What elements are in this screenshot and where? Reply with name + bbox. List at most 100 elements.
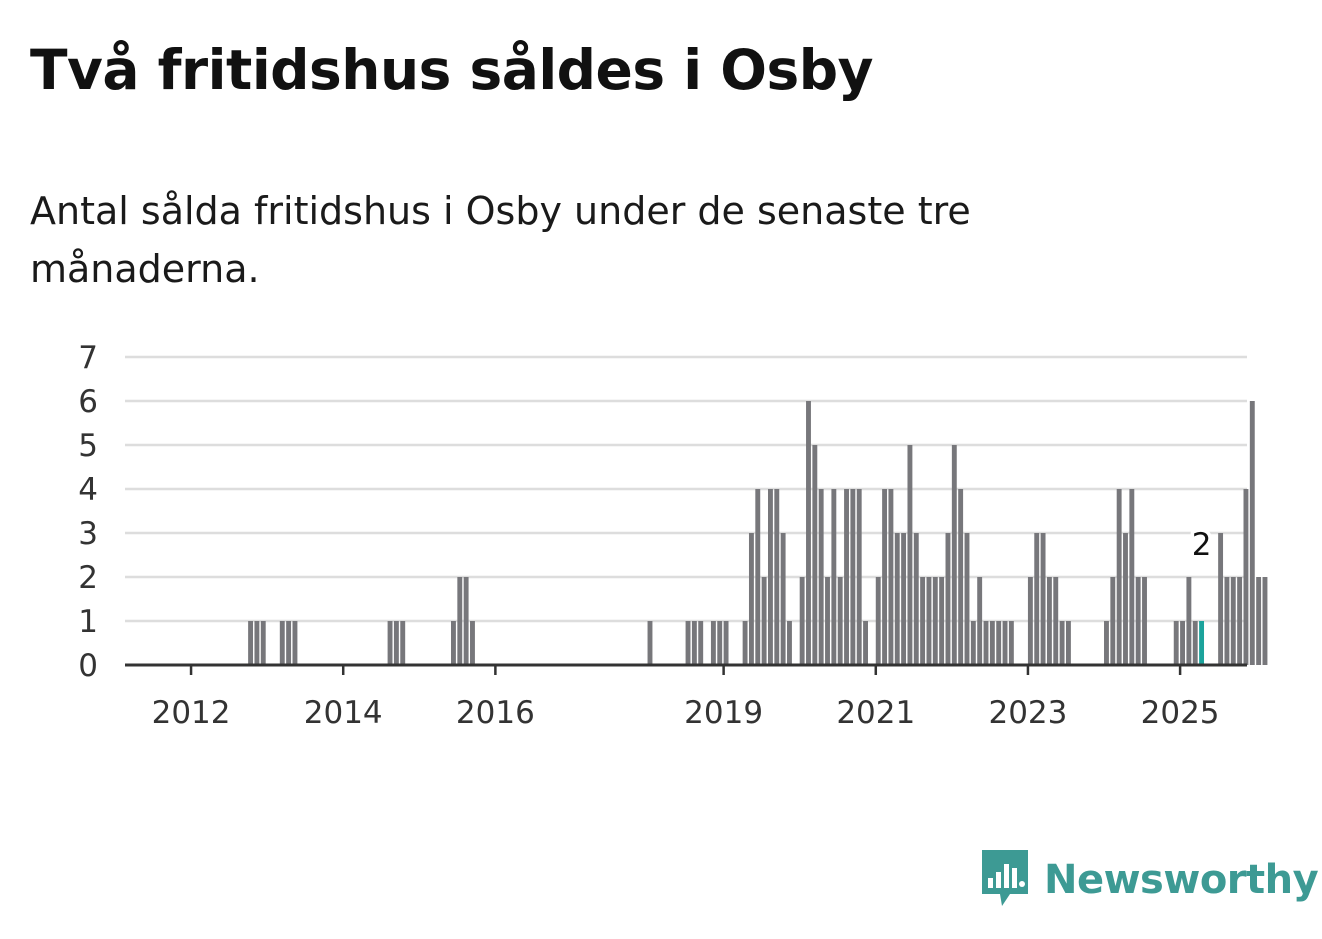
bar <box>1192 621 1198 665</box>
bar <box>1116 489 1122 665</box>
y-tick-label: 6 <box>78 384 98 420</box>
chart-title: Två fritidshus såldes i Osby <box>30 38 873 102</box>
bar <box>920 577 926 665</box>
bar <box>882 489 888 665</box>
bar <box>748 533 754 665</box>
bar <box>292 621 298 665</box>
bar <box>825 577 830 665</box>
bar <box>761 577 767 665</box>
y-axis-ticks: 0 1 2 3 4 5 6 7 <box>78 340 98 684</box>
y-tick-label: 5 <box>78 428 98 464</box>
bar <box>945 533 951 665</box>
bars <box>248 401 1268 665</box>
bar <box>1256 577 1262 665</box>
bar <box>774 489 780 665</box>
x-axis-ticks: 2012 2014 2016 2019 2021 2023 2025 <box>152 665 1220 730</box>
y-tick-label: 0 <box>78 648 98 684</box>
bar <box>393 621 399 665</box>
bar <box>831 489 837 665</box>
bar <box>1040 533 1046 665</box>
x-tick-label: 2019 <box>684 695 763 730</box>
y-tick-label: 3 <box>78 516 98 552</box>
bar <box>768 489 773 665</box>
bar <box>812 445 818 665</box>
bar <box>964 533 970 665</box>
bar <box>1053 577 1059 665</box>
y-tick-label: 7 <box>78 340 98 376</box>
bar <box>1218 533 1224 665</box>
bar <box>806 401 811 665</box>
bar <box>470 621 475 665</box>
y-tick-label: 2 <box>78 560 98 596</box>
bar <box>907 445 913 665</box>
bar <box>1123 533 1128 665</box>
bar <box>989 621 995 665</box>
brand-name: Newsworthy <box>1044 857 1319 903</box>
bar <box>685 621 691 665</box>
bar <box>1249 401 1255 665</box>
y-tick-label: 4 <box>78 472 98 508</box>
bar <box>1034 533 1040 665</box>
bar <box>799 577 805 665</box>
bar <box>837 577 843 665</box>
bar <box>647 621 653 665</box>
bar <box>894 533 900 665</box>
bar <box>1199 621 1205 665</box>
x-tick-label: 2014 <box>304 695 383 730</box>
bar <box>457 577 463 665</box>
bar <box>387 621 393 665</box>
bar <box>463 577 469 665</box>
bar <box>755 489 761 665</box>
bar <box>1027 577 1033 665</box>
bar <box>1002 621 1008 665</box>
bar <box>913 533 919 665</box>
bar <box>710 621 716 665</box>
bar <box>1046 577 1052 665</box>
bar <box>1059 621 1065 665</box>
bar <box>260 621 266 665</box>
bar <box>1142 577 1147 665</box>
bar <box>939 577 945 665</box>
bar <box>780 533 786 665</box>
bar <box>856 489 862 665</box>
bar <box>1173 621 1179 665</box>
newsworthy-logo: Newsworthy <box>980 850 1319 910</box>
bar <box>286 621 292 665</box>
bar <box>691 621 697 665</box>
bar <box>1135 577 1141 665</box>
bar <box>996 621 1002 665</box>
bar <box>951 445 957 665</box>
x-tick-label: 2025 <box>1141 695 1220 730</box>
x-tick-label: 2012 <box>152 695 231 730</box>
highlight-label: 2 <box>1188 524 1215 567</box>
bar <box>818 489 824 665</box>
highlight-value-label: 2 <box>1192 527 1212 563</box>
x-tick-label: 2023 <box>988 695 1067 730</box>
bar <box>1237 577 1243 665</box>
bar <box>742 621 748 665</box>
bar <box>279 621 285 665</box>
bar <box>248 621 254 665</box>
bar <box>901 533 907 665</box>
gridlines <box>125 355 1247 623</box>
bar <box>958 489 964 665</box>
bar <box>1065 621 1071 665</box>
bar <box>787 621 792 665</box>
bar <box>1262 577 1268 665</box>
bar-chart: 0 1 2 3 4 5 6 7 2012 2014 2016 2019 2021 2023 2025 2 <box>78 340 1268 730</box>
bar <box>717 621 723 665</box>
bar <box>451 621 456 665</box>
bar <box>400 621 406 665</box>
bar <box>1008 621 1014 665</box>
bar <box>983 621 989 665</box>
bar <box>844 489 849 665</box>
bar <box>932 577 938 665</box>
bar <box>863 621 868 665</box>
bar <box>970 621 976 665</box>
bar <box>1129 489 1135 665</box>
bar <box>1230 577 1236 665</box>
newsworthy-logo-icon <box>982 850 1028 906</box>
bar <box>1110 577 1116 665</box>
bar <box>888 489 894 665</box>
x-tick-label: 2016 <box>456 695 535 730</box>
